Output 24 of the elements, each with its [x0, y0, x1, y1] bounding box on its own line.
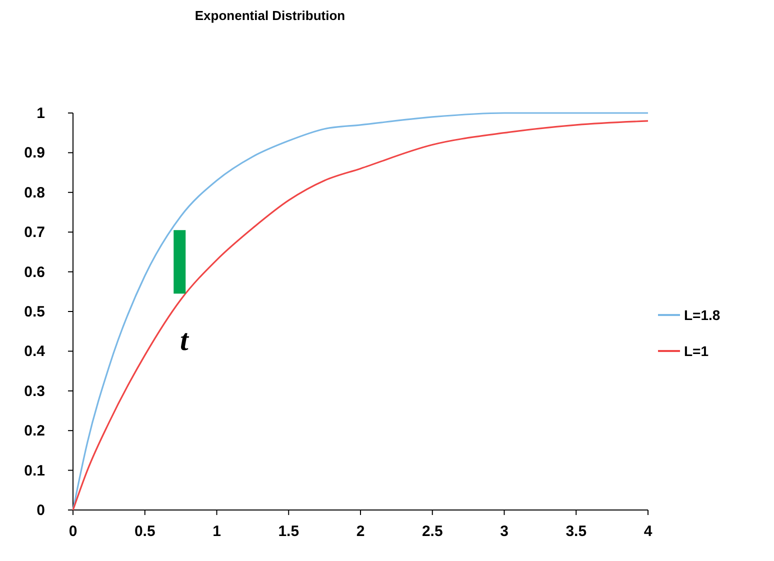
- chart-title: Exponential Distribution: [194, 8, 346, 23]
- x-tick-label: 1.5: [278, 523, 300, 540]
- x-tick-label: 0: [68, 523, 78, 540]
- x-tick-label: 2: [356, 523, 365, 540]
- y-tick-label: 0.9: [24, 144, 45, 162]
- y-tick-label: 0.3: [24, 382, 45, 400]
- y-tick-label: 1: [36, 105, 45, 122]
- annotation: t: [180, 324, 190, 357]
- x-tick-label: 2.5: [422, 523, 443, 540]
- legend-label: L=1: [684, 343, 709, 359]
- x-tick-label: 4: [644, 523, 653, 540]
- x-tick-label: 3.5: [566, 523, 587, 540]
- y-tick-label: 0.8: [24, 184, 45, 202]
- y-tick-label: 0: [36, 502, 45, 519]
- y-tick-label: 0.7: [24, 224, 45, 242]
- y-tick-label: 0.5: [24, 304, 45, 320]
- x-tick-label: 3: [500, 523, 508, 540]
- y-tick-label: 0.2: [24, 422, 45, 440]
- y-tick-label: 0.1: [24, 462, 45, 480]
- y-tick-label: 0.6: [24, 264, 45, 281]
- x-tick-label: 1: [212, 523, 221, 540]
- x-tick-label: 0.5: [134, 523, 156, 540]
- y-tick-label: 0.4: [24, 343, 46, 360]
- legend-label: L=1.8: [684, 307, 720, 323]
